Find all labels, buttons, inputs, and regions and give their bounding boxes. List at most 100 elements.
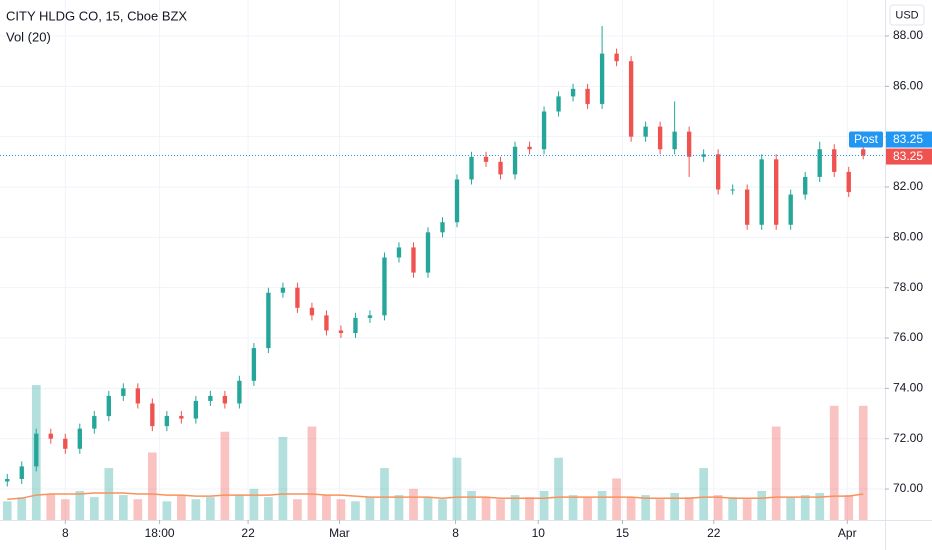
y-tick-label: 74.00 [893,381,923,395]
candle-body [701,154,706,157]
volume-bar [249,488,259,520]
volume-bar [670,493,679,520]
volume-bar [771,426,781,520]
candle-body [164,416,170,427]
volume-bar [815,493,825,520]
candle-body [803,176,808,195]
volume-bar [89,497,99,520]
post-price-label: 83.25 [893,132,923,146]
volume-bar [307,426,317,520]
volume-bar [742,499,752,520]
candle-body [425,232,431,273]
last-price-tag [886,148,932,165]
candle-body [208,395,213,401]
currency-button[interactable] [889,4,925,26]
y-tick-label: 82.00 [893,179,923,193]
candle-body [34,433,39,467]
volume-bar [409,488,418,520]
candle-body [48,433,53,439]
candle-body [628,61,634,137]
candle-body [643,126,648,137]
volume-bar [452,457,462,520]
volume-bar [293,499,302,520]
currency-label[interactable]: USD [895,9,918,21]
candle-body [686,131,692,157]
candle-body [295,287,300,308]
candle-body [861,149,866,156]
volume-bar [597,490,607,520]
candle-body [715,154,721,190]
volume-bar [554,457,563,520]
volume-bar [655,499,665,520]
x-tick-label: 18:00 [145,526,175,540]
volume-bar [118,495,128,520]
volume-bar [496,499,505,520]
candle-body [556,96,561,112]
y-tick-label: 88.00 [893,28,923,42]
volume-bar [162,501,172,520]
candle-body [106,395,111,417]
candle-body [657,126,663,150]
candle-body [222,395,228,404]
volume-bar [60,499,70,520]
candle-body [672,131,677,150]
candle-body [5,478,10,482]
candle-body [469,156,474,180]
y-tick-label: 72.00 [893,431,923,445]
y-tick-label: 70.00 [893,481,923,495]
volume-bar [264,497,273,520]
volume-bar [539,490,549,520]
candle-body [150,403,155,427]
volume-bar [191,499,201,520]
x-tick-label: 22 [707,526,721,540]
volume-bar [510,495,520,520]
volume-bar [858,405,868,520]
volume-bar [133,499,143,520]
volume-ma-line [7,492,864,500]
volume-bar [365,497,375,520]
candle-body [179,416,184,419]
volume-bar [380,468,389,520]
volume-bar [481,497,491,520]
volume-bar [351,501,360,520]
volume-bar [728,497,738,520]
candle-body [237,380,242,404]
candle-body [527,146,532,150]
candle-body [512,146,518,175]
volume-bar [844,495,854,520]
candle-body [846,171,851,193]
candle-body [193,400,199,419]
volume-bar [800,495,810,520]
volume-bar [467,490,476,520]
post-tag [849,131,883,148]
candle-body [396,247,402,258]
volume-bar [104,468,114,520]
candle-body [599,53,605,104]
volume-bar [786,497,796,520]
candle-body [454,179,460,223]
candle-body [440,222,445,233]
candle-body [483,156,489,162]
volume-bar [438,499,447,520]
candle-body [570,88,576,97]
volume-bar [235,495,244,520]
candle-body [309,307,315,316]
volume-bar [147,452,157,520]
candle-body [614,53,619,62]
candle-body [744,189,750,225]
candle-body [730,189,735,191]
volume-bar [641,495,650,520]
volume-bar [206,497,215,520]
volume-bar [684,497,694,520]
x-tick-label: 15 [616,526,630,540]
volume-bar [568,495,578,520]
last-price-label: 83.25 [893,149,923,163]
x-tick-label: 10 [532,526,546,540]
candle-body [788,194,793,225]
volume-bar [336,499,346,520]
volume-bar [17,497,27,520]
y-tick-label: 76.00 [893,330,923,344]
volume-bar [177,495,186,520]
candle-body [759,159,764,225]
